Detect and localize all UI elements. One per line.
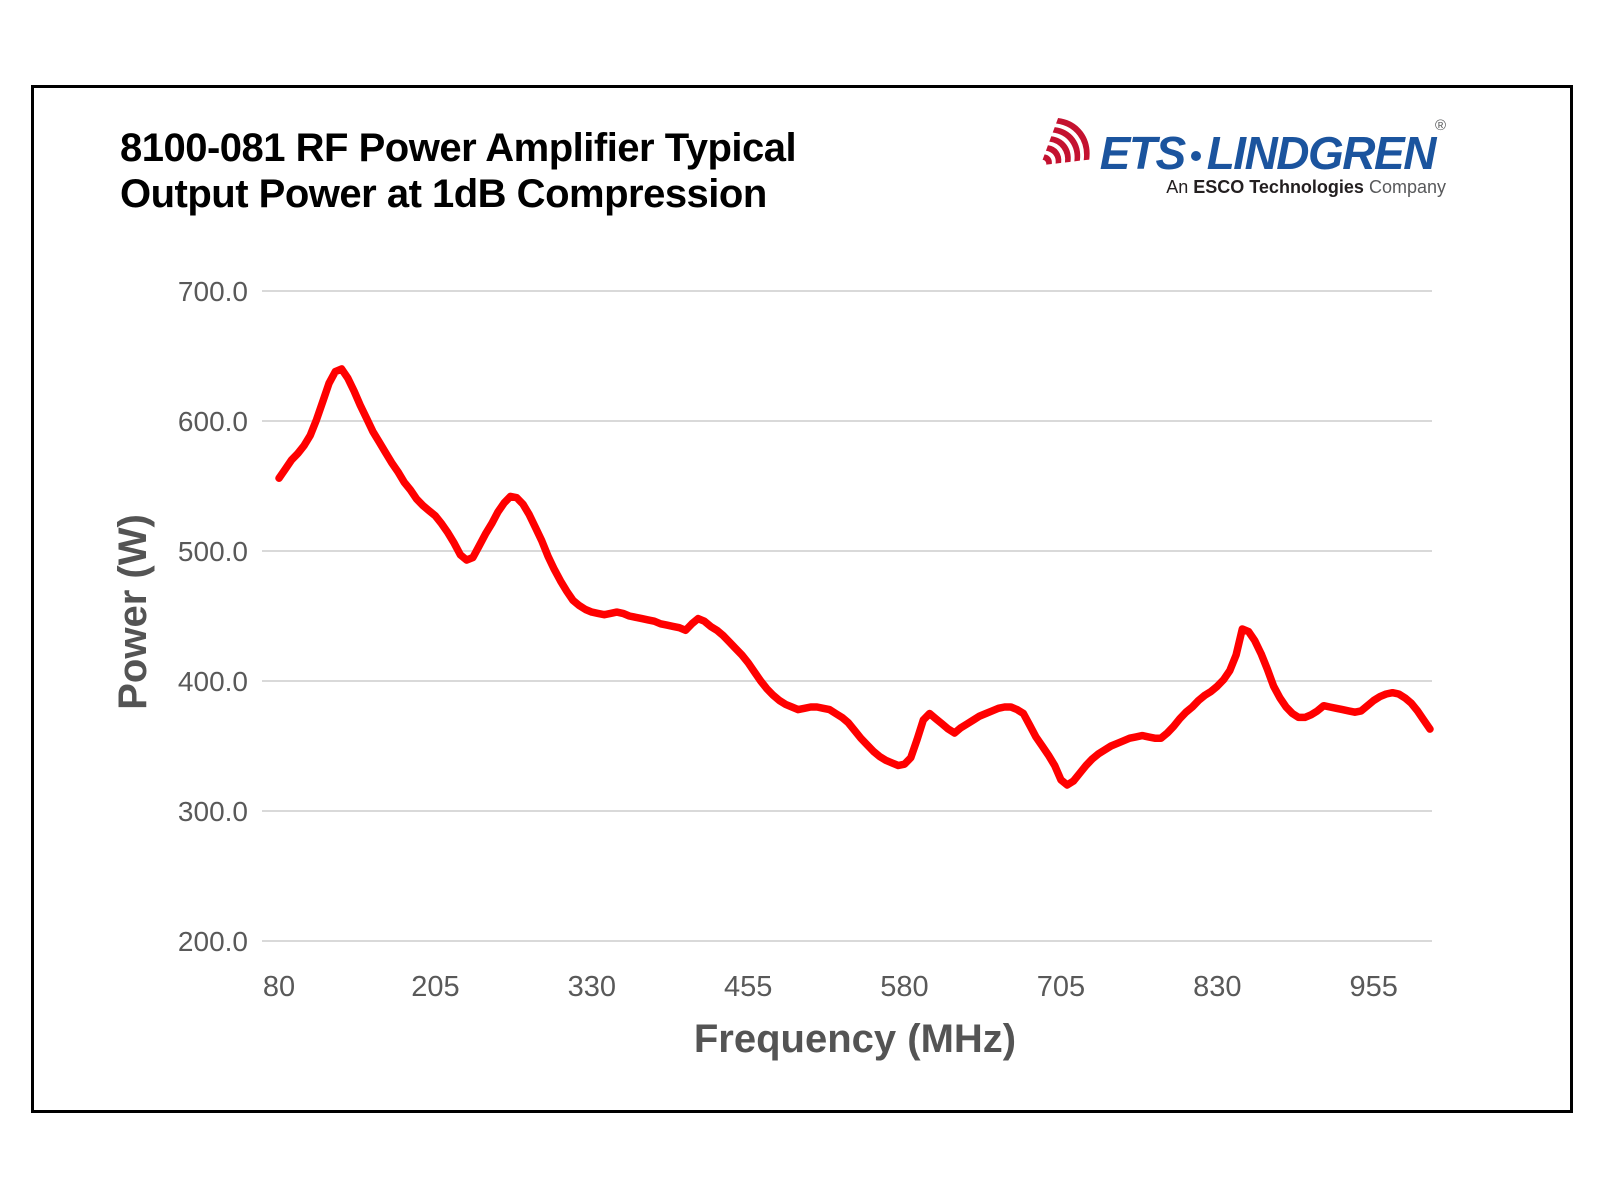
power-curve (275, 365, 1434, 789)
x-tick-label: 705 (1037, 971, 1085, 1003)
tagline-esco-technologies: ESCO Technologies (1193, 177, 1364, 197)
y-tick-label: 600.0 (178, 406, 248, 437)
chart-tick-labels: 700.0 600.0 500.0 400.0 300.0 200.0 80 205 330 45… (178, 276, 1398, 1003)
radio-waves-icon (1041, 118, 1090, 166)
ets-lindgren-logo: ETS LINDGREN® An ESCO Technologies Compan… (1041, 110, 1446, 198)
x-tick-label: 830 (1193, 971, 1241, 1003)
logo-dot-separator (1190, 151, 1201, 161)
y-tick-label: 700.0 (178, 276, 248, 307)
logo-tagline: An ESCO Technologies Company (1046, 177, 1446, 198)
x-axis-title: Frequency (MHz) (694, 1017, 1016, 1061)
chart-title-line1: 8100-081 RF Power Amplifier Typical (120, 126, 797, 170)
chart-title-line2: Output Power at 1dB Compression (120, 172, 767, 216)
y-axis-title: Power (W) (111, 514, 155, 710)
x-tick-label: 455 (724, 971, 772, 1003)
y-tick-label: 400.0 (178, 666, 248, 697)
tagline-company: Company (1363, 177, 1446, 197)
y-tick-label: 300.0 (178, 796, 248, 827)
logo-row: ETS LINDGREN® (1041, 110, 1446, 179)
y-tick-label: 200.0 (178, 926, 248, 957)
logo-ets: ETS (1099, 127, 1186, 179)
tagline-an: An (1166, 177, 1194, 197)
x-tick-label: 955 (1350, 971, 1398, 1003)
chart-gridlines (262, 290, 1432, 942)
logo-wordmark: ETS LINDGREN® (1099, 118, 1446, 179)
chart-series (275, 365, 1434, 789)
registered-trademark-symbol: ® (1434, 117, 1446, 134)
logo-lindgren: LINDGREN (1206, 127, 1437, 179)
x-tick-label: 330 (568, 971, 616, 1003)
x-tick-label: 80 (263, 971, 295, 1003)
x-tick-label: 580 (880, 971, 928, 1003)
chart-title: 8100-081 RF Power Amplifier Typical Outp… (120, 125, 797, 217)
y-tick-label: 500.0 (178, 536, 248, 567)
x-tick-label: 205 (411, 971, 459, 1003)
